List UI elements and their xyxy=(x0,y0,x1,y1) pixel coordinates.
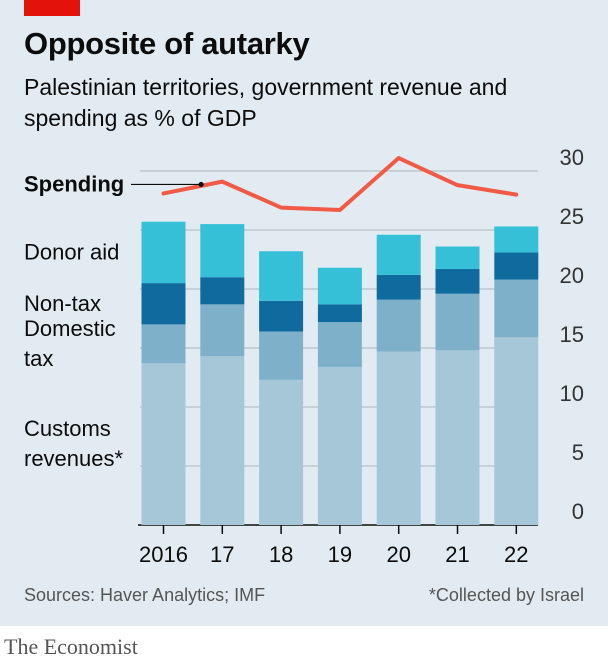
series-label: revenues* xyxy=(24,446,124,471)
y-tick-label: 5 xyxy=(572,440,584,465)
labels: 0 5 10 15 20 25 30 2016 17 18 19 20 21 22 Spending Cust… xyxy=(24,145,584,567)
bar-segment xyxy=(200,277,245,305)
bar-segment xyxy=(494,279,539,338)
x-tick-label: 18 xyxy=(269,542,293,567)
bar-segment xyxy=(317,322,362,367)
bar-segment xyxy=(435,293,480,351)
y-tick-label: 15 xyxy=(560,322,584,347)
y-tick-label: 20 xyxy=(560,263,584,288)
bar-segment xyxy=(317,366,362,525)
bar-segment xyxy=(494,226,539,253)
bar-segment xyxy=(141,363,186,525)
bar-segment xyxy=(317,267,362,305)
y-tick-label: 30 xyxy=(560,145,584,170)
bar-segment xyxy=(494,337,539,525)
economist-wordmark: The Economist xyxy=(4,634,138,659)
spending-label: Spending xyxy=(24,171,124,196)
bar-segment xyxy=(141,221,186,284)
series-label: Non-tax xyxy=(24,291,101,316)
series-label: Customs xyxy=(24,416,111,441)
x-tick-label: 17 xyxy=(210,542,234,567)
chart-subtitle: Palestinian territories, government reve… xyxy=(24,74,508,131)
y-tick-label: 0 xyxy=(572,499,584,524)
bar-segment xyxy=(494,252,539,280)
series-label: Domestic xyxy=(24,316,116,341)
bar-segment xyxy=(376,234,421,275)
bar-segment xyxy=(200,356,245,525)
footnote: *Collected by Israel xyxy=(428,585,584,605)
bar-segment xyxy=(200,304,245,357)
y-tick-label: 25 xyxy=(560,204,584,229)
bar-segment xyxy=(259,331,304,380)
bars xyxy=(141,221,539,525)
x-tick-label: 21 xyxy=(445,542,469,567)
brand-accent-tag xyxy=(24,0,80,16)
bar-segment xyxy=(259,251,304,301)
bar-segment xyxy=(435,350,480,525)
bar-segment xyxy=(200,224,245,278)
bar-segment xyxy=(376,299,421,352)
bar-segment xyxy=(259,379,304,525)
series-label: Donor aid xyxy=(24,239,119,264)
source-note: Sources: Haver Analytics; IMF xyxy=(24,585,266,605)
spending-line-layer xyxy=(161,156,519,212)
x-tick-label: 20 xyxy=(386,542,410,567)
x-tick-label: 22 xyxy=(504,542,528,567)
bar-segment xyxy=(317,304,362,323)
y-tick-label: 10 xyxy=(560,381,584,406)
spending-leader-dot xyxy=(198,181,204,188)
bar-segment xyxy=(259,300,304,332)
bar-segment xyxy=(376,274,421,300)
bar-segment xyxy=(435,268,480,294)
bar-segment xyxy=(141,283,186,325)
x-tick-label: 19 xyxy=(328,542,352,567)
chart-title: Opposite of autarky xyxy=(24,26,310,61)
bar-segment xyxy=(141,324,186,364)
bar-segment xyxy=(435,246,480,269)
stacked-bar-chart: 0 5 10 15 20 25 30 2016 17 18 19 20 21 22 Spending Cust… xyxy=(24,145,584,567)
series-label: tax xyxy=(24,346,53,371)
x-tick-label: 2016 xyxy=(139,542,188,567)
bar-segment xyxy=(376,351,421,525)
spending-line xyxy=(161,156,519,212)
